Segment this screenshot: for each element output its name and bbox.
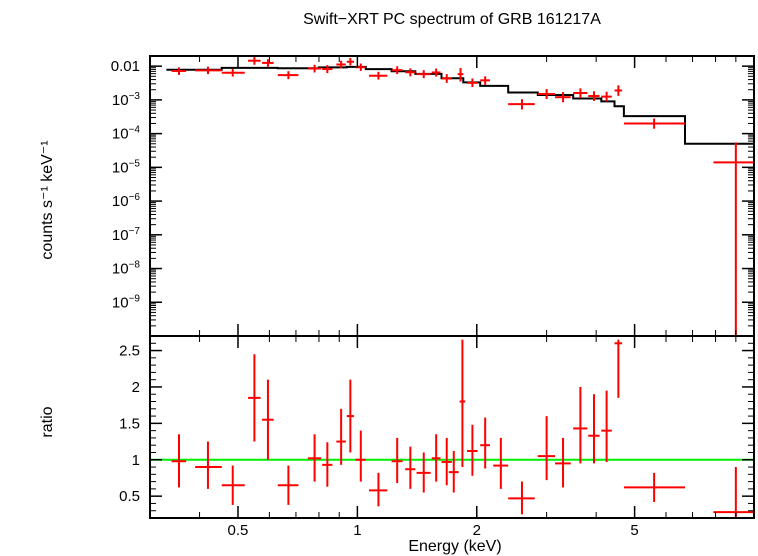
spectrum-point [391,66,403,75]
ratio-point [537,416,556,481]
ratio-x-ticks: 0.5 1 2 5 [149,336,755,539]
ratio-point [448,451,459,493]
model-step-line [166,65,754,145]
spectrum-point [431,68,441,77]
spectrum-point [248,56,261,65]
spectrum-point [457,68,464,82]
spectrum-point [623,118,686,129]
spectrum-point [369,71,388,80]
ratio-point [336,408,346,465]
spectrum-point [441,74,452,83]
spectrum-point [614,85,623,96]
spectrum-point [195,66,222,75]
model-curve [166,65,754,145]
spectrum-point [262,59,274,67]
spectrum-y-ticks: 0.01 10−3 10−4 10−5 10−6 10−7 10−8 10−9 [111,58,754,327]
ratio-point [623,472,686,502]
ratio-point [195,441,222,489]
chart-title: Swift−XRT PC spectrum of GRB 161217A [303,11,601,28]
spectrum-point [508,99,535,110]
spectrum-point [480,76,491,85]
spectrum-point [601,91,612,102]
spectrum-point [573,88,588,98]
spectrum-plot-frame [149,55,755,337]
ratio-point [431,434,441,482]
x-axis-label: Energy (keV) [408,538,501,555]
ratio-data-points [171,339,754,518]
spectrum-point [336,60,346,69]
ratio-point [480,417,491,469]
y-tick-label: 10−7 [112,226,141,244]
ratio-point [391,437,403,484]
spectrum-point [588,91,600,101]
spectrum-point [346,57,354,66]
ratio-point [614,339,623,398]
ratio-point [416,452,431,493]
ratio-y-axis-label: ratio [39,406,56,437]
ratio-point [573,386,588,464]
ratio-point [277,465,299,505]
ratio-plot-frame [149,335,755,519]
x-tick-label: 1 [353,522,361,539]
ratio-point [322,442,333,487]
y-tick-label: 1 [132,452,140,469]
spectrum-data-points [171,56,754,336]
ratio-point [467,424,478,476]
y-tick-label: 10−8 [112,260,141,278]
y-tick-label: 1.5 [119,415,140,432]
y-tick-label: 10−4 [112,125,141,143]
spectrum-point [322,65,333,74]
ratio-point [459,339,466,468]
y-tick-label: 10−9 [112,293,141,311]
ratio-point [369,472,388,507]
ratio-panel: 0.5 1 1.5 2 2.5 0.5 1 2 5 [119,335,755,539]
spectrum-point [416,70,431,79]
spectrum-y-axis-label: counts s⁻¹ keV⁻¹ [39,140,56,259]
y-tick-label: 2 [132,379,140,396]
spectrum-panel: 0.01 10−3 10−4 10−5 10−6 10−7 10−8 10−9 [111,55,755,337]
spectrum-point [171,67,187,75]
spectrum-point [467,78,478,88]
ratio-point [441,437,452,486]
spectrum-point [555,92,571,103]
ratio-point [171,434,187,488]
ratio-point [262,379,274,460]
spectrum-point [537,89,556,100]
y-tick-label: 10−5 [112,158,141,176]
ratio-point [221,465,245,505]
y-tick-label: 10−6 [112,192,141,210]
ratio-point [248,354,261,442]
ratio-point [405,446,416,489]
spectrum-point [307,64,322,73]
ratio-point [508,481,535,515]
ratio-y-ticks: 0.5 1 1.5 2 2.5 [119,343,754,512]
ratio-point [355,430,366,482]
x-tick-label: 2 [473,522,481,539]
x-tick-label: 0.5 [228,522,249,539]
ratio-point [713,467,754,518]
ratio-point [307,434,322,482]
y-tick-label: 0.01 [111,58,140,75]
y-tick-label: 0.5 [119,488,140,505]
ratio-point [346,379,354,453]
spectrum-point [277,71,299,80]
spectrum-point [713,142,754,336]
ratio-point [588,394,600,464]
spectrum-point [405,68,416,77]
spectrum-point [221,68,245,77]
spectrum-x-ticks [149,56,755,336]
ratio-point [493,437,509,489]
y-tick-label: 2.5 [119,343,140,360]
ratio-point [555,437,571,488]
ratio-point [601,390,612,462]
y-tick-label: 10−3 [112,91,141,109]
x-tick-label: 5 [630,522,638,539]
